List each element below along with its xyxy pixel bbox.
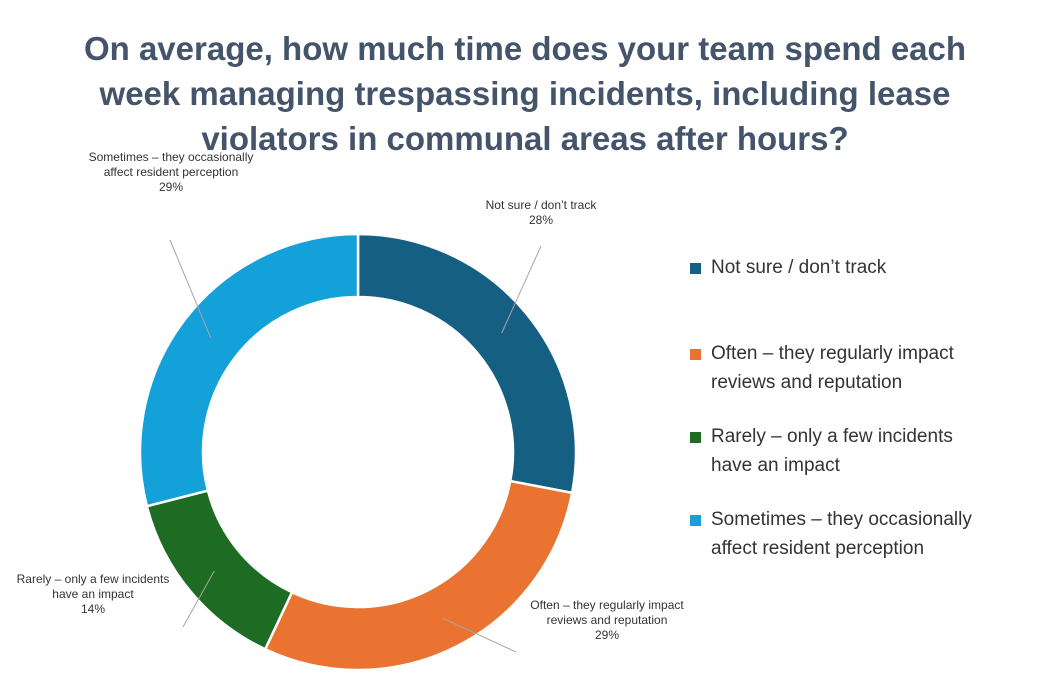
legend-label-sometimes-line-2: affect resident perception — [711, 538, 925, 559]
legend-label-often-line-2: reviews and reputation — [711, 372, 903, 393]
data-label-not-sure-value: 28% — [529, 213, 553, 227]
leader-line-not-sure — [501, 245, 542, 334]
data-label-rarely-line-2: have an impact — [52, 587, 134, 601]
legend-swatch-rarely — [690, 432, 701, 443]
legend-swatch-sometimes — [690, 515, 701, 526]
data-label-sometimes-value: 29% — [159, 180, 183, 194]
donut-slices — [138, 232, 578, 672]
legend-item-rarely: Rarely – only a few incidents have an im… — [690, 422, 1030, 480]
legend-item-not-sure: Not sure / don’t track — [690, 253, 1030, 282]
leader-line-sometimes — [169, 239, 212, 338]
data-label-rarely-value: 14% — [81, 602, 105, 616]
data-label-sometimes-line-1: Sometimes – they occasionally — [89, 150, 254, 164]
slice-sometimes — [138, 232, 360, 508]
chart-title-line-2: week managing trespassing incidents, inc… — [99, 75, 951, 112]
legend-swatch-not-sure — [690, 263, 701, 274]
slice-often — [263, 479, 574, 672]
legend-label-rarely-line-2: have an impact — [711, 455, 840, 476]
slice-not-sure — [356, 232, 578, 495]
legend-label-rarely-line-1: Rarely – only a few incidents — [711, 426, 953, 447]
chart-title-line-1: On average, how much time does your team… — [83, 30, 967, 67]
leader-line-often — [442, 617, 517, 653]
chart-title: On average, how much time does your team… — [20, 26, 1030, 161]
data-label-often-value: 29% — [595, 628, 619, 642]
data-label-often-line-1: Often – they regularly impact — [530, 598, 684, 612]
legend-swatch-often — [690, 349, 701, 360]
legend-label-not-sure: Not sure / don’t track — [711, 257, 887, 278]
leader-lines — [169, 239, 542, 653]
data-label-not-sure-line-1: Not sure / don’t track — [486, 198, 598, 212]
data-label-often-line-2: reviews and reputation — [547, 613, 668, 627]
data-label-rarely: Rarely – only a few incidents have an imp… — [17, 572, 170, 616]
data-label-sometimes-line-2: affect resident perception — [104, 165, 239, 179]
slice-rarely — [145, 489, 294, 651]
data-label-not-sure: Not sure / don’t track 28% — [486, 198, 598, 227]
leader-line-rarely — [182, 570, 215, 628]
data-label-often: Often – they regularly impact reviews and… — [530, 598, 684, 642]
data-labels: Not sure / don’t track 28% Often – they re… — [17, 150, 685, 642]
legend-item-often: Often – they regularly impact reviews an… — [690, 339, 1030, 397]
data-label-rarely-line-1: Rarely – only a few incidents — [17, 572, 170, 586]
legend-label-often-line-1: Often – they regularly impact — [711, 343, 954, 364]
chart-title-line-3: violators in communal areas after hours? — [201, 120, 849, 157]
legend-label-sometimes-line-1: Sometimes – they occasionally — [711, 509, 972, 530]
data-label-sometimes: Sometimes – they occasionally affect resi… — [89, 150, 254, 194]
legend-item-sometimes: Sometimes – they occasionally affect res… — [690, 505, 1030, 563]
